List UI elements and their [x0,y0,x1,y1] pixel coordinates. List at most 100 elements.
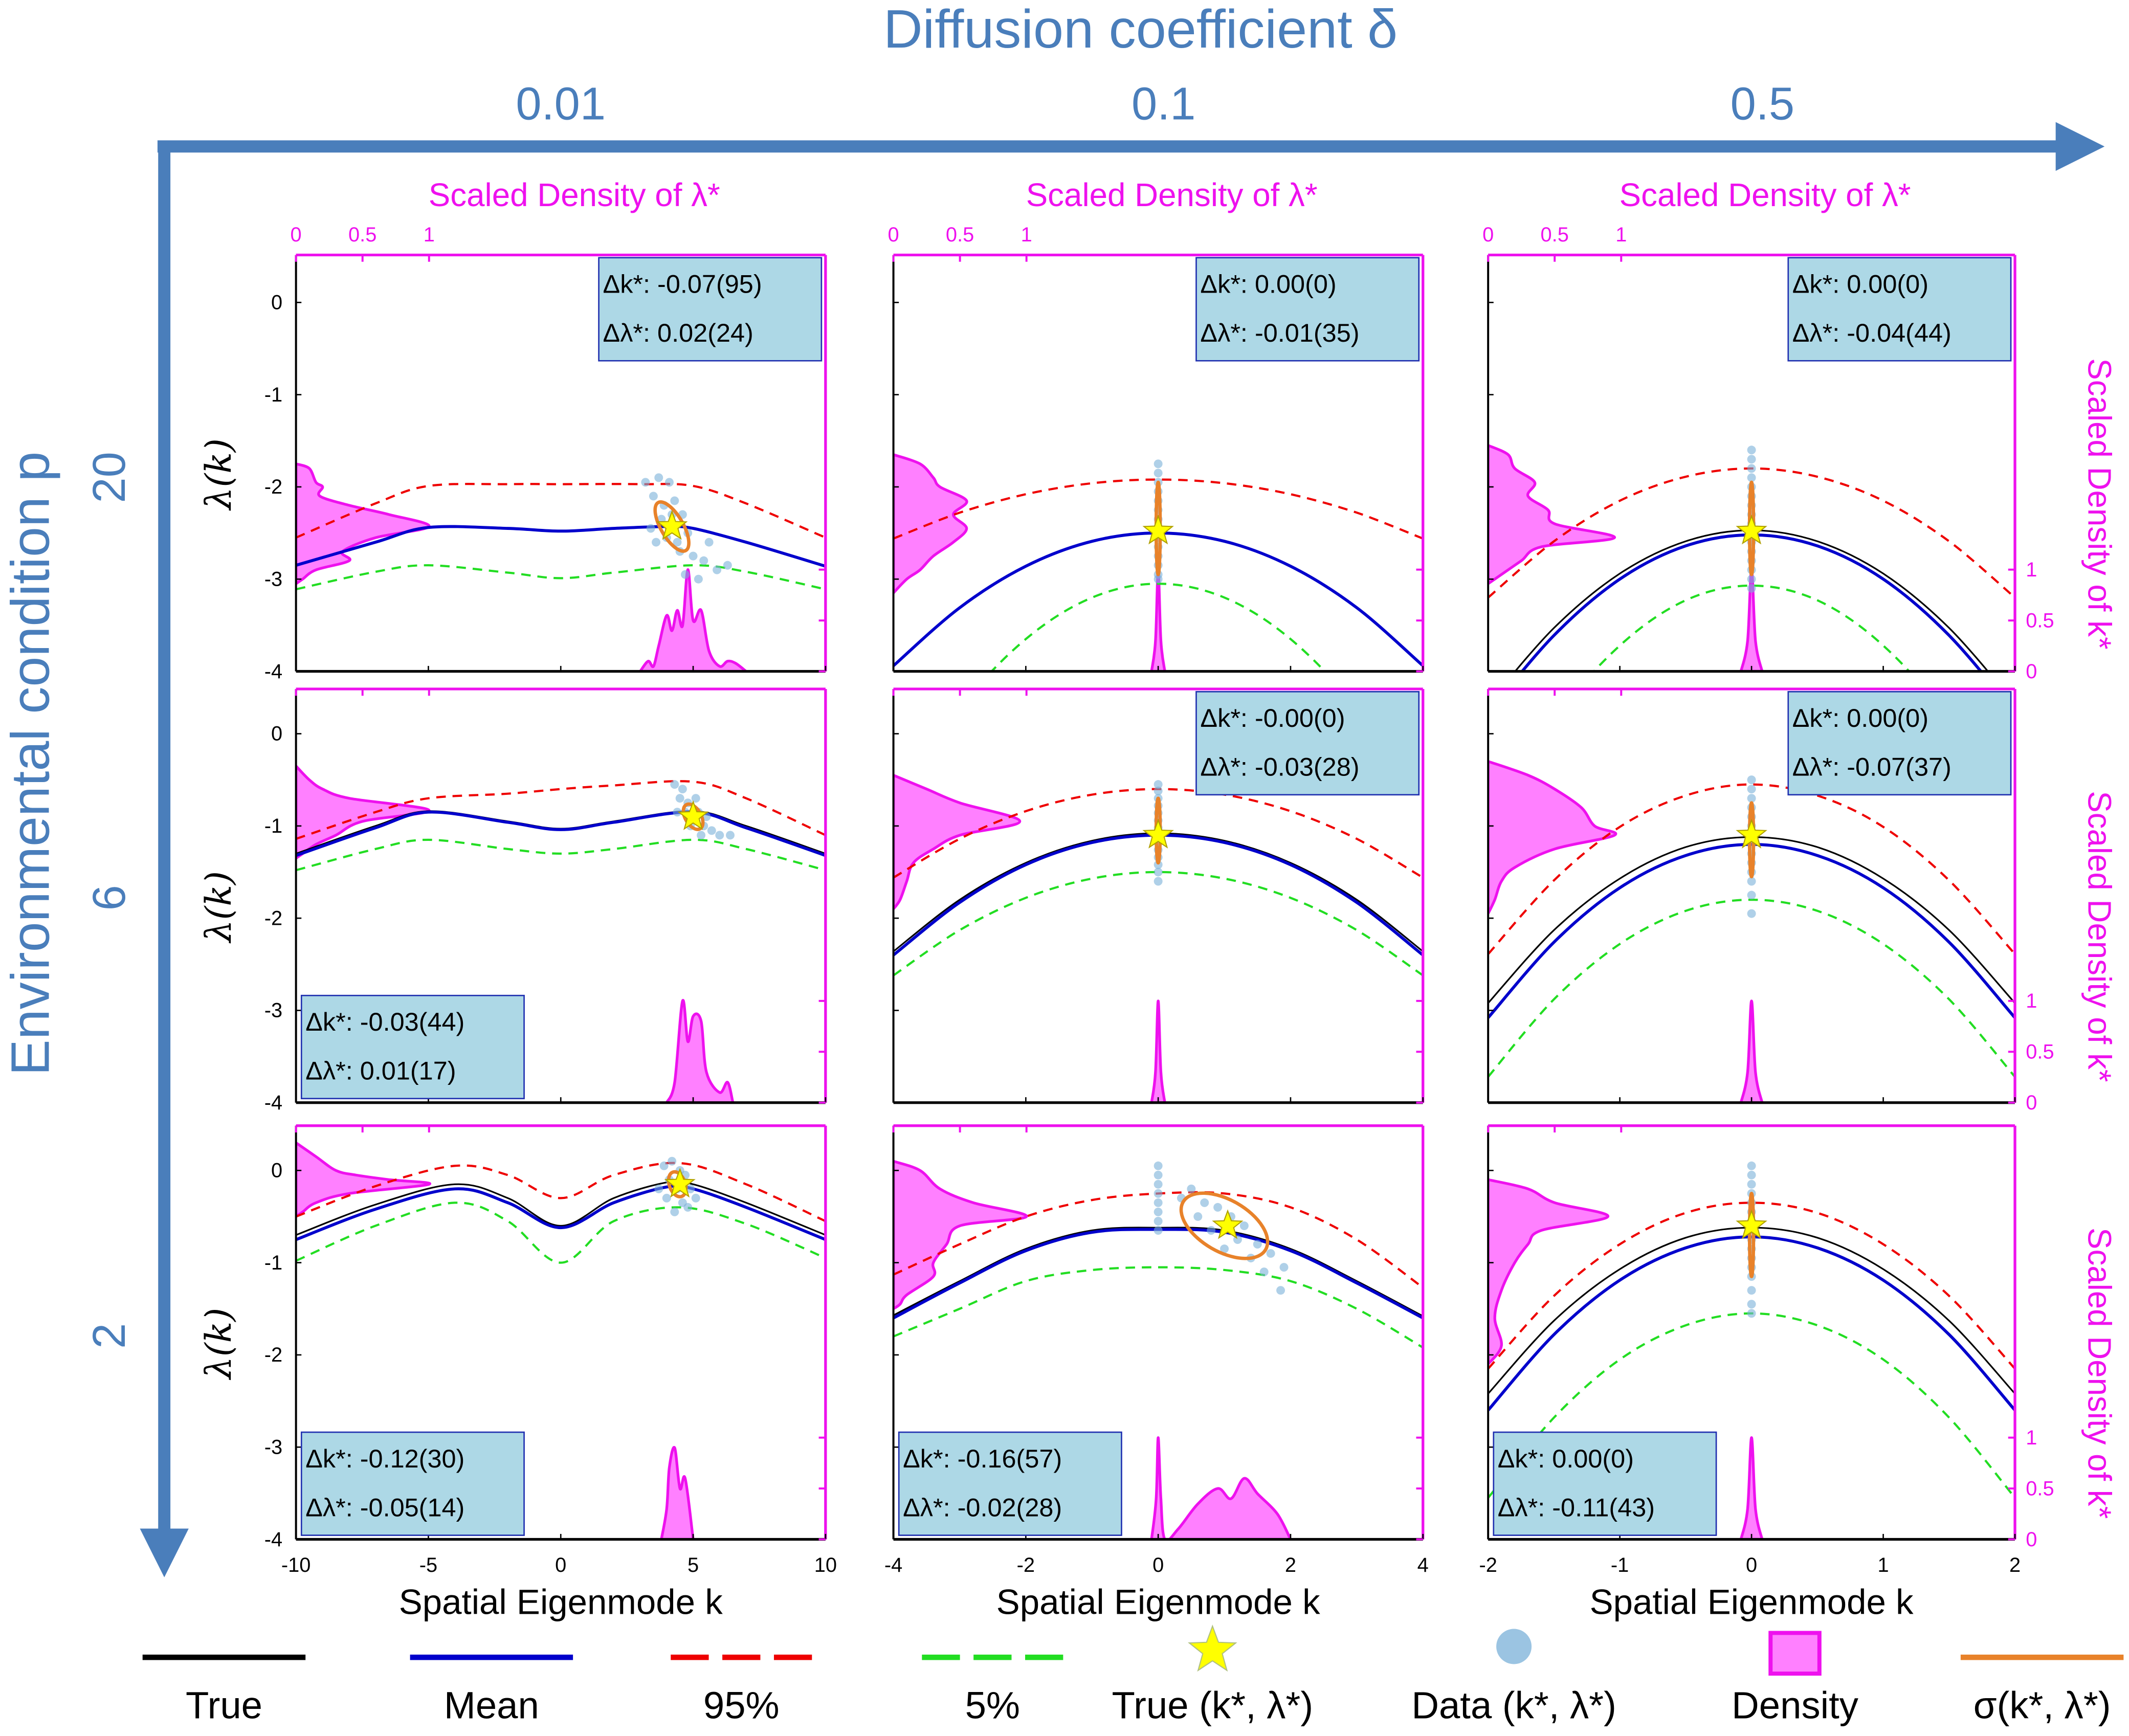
row-axis-title: Environmental condition p [1,452,61,1076]
y-tick-label: -3 [264,568,282,590]
data-point [1276,1286,1285,1295]
row-label-0: 20 [83,452,135,503]
panel-6-0.1: Δk*: -0.00(0) Δλ*: -0.03(28) [892,687,1425,1104]
p95-curve [1488,783,2015,955]
data-point [1154,860,1163,870]
y-tick-label: 0 [271,723,282,745]
k-density [665,998,735,1103]
panel-6-0.01: 0 -1 -2 -3 -4 λ(k) Δk*: -0.03(44) Δλ*: 0.01(17) [198,687,827,1114]
stats-box-background [1787,257,2012,362]
true-curve [296,1180,826,1236]
stats-box: Δk*: 0.00(0) Δλ*: -0.11(43) [1493,1431,1717,1536]
data-point [1747,785,1756,794]
data-point [1154,1179,1163,1189]
panel-2-0.01: 0 -1 -2 -3 -4 -10 -5 0 5 10 λ(k) Spatial Eigenmode … [198,1124,837,1621]
true-star-marker [664,1168,696,1198]
plot-area [893,1160,1423,1540]
top-density-tick-label: 0.5 [946,224,974,246]
data-point [646,524,655,533]
p5-curve [1488,898,2015,1078]
data-point [654,1184,663,1193]
data-point [715,831,724,840]
x-axis-label: Spatial Eigenmode k [996,1582,1320,1621]
top-density-tick-label: 0.5 [348,224,376,246]
data-point [1253,1240,1262,1249]
k-density [1150,1436,1292,1540]
lambda-density [893,773,1022,911]
data-point [1154,1216,1163,1226]
delta-k-text: Δk*: -0.00(0) [1200,703,1345,732]
data-point [1154,1226,1163,1235]
panel-2-0.1: -4 -2 0 2 4 Spatial Eigenmode k Δk*: -0.16(57)… [884,1124,1429,1621]
x-tick-label: -5 [419,1554,437,1576]
lambda-density [296,764,431,860]
true-star-marker [1736,1209,1767,1239]
delta-lambda-text: Δλ*: -0.03(28) [1200,752,1359,782]
data-point [668,1156,677,1166]
p5-curve [296,1201,826,1264]
k-density [1150,999,1166,1103]
p5-curve [296,838,826,872]
panel-grid: 0 -1 -2 -3 -4 0 0.5 1 Scaled Density of λ* λ(k) Δk… [198,177,2117,1621]
right-density-title: Scaled Density of k* [2081,1228,2117,1519]
legend-label: True [186,1684,262,1727]
data-point [1154,867,1163,877]
right-density-tick-label: 0.5 [2026,609,2054,632]
delta-lambda-text: Δλ*: -0.04(44) [1792,318,1951,347]
data-point [1154,1207,1163,1216]
data-point [707,826,716,835]
data-point [1259,1267,1269,1277]
data-point [662,1193,671,1203]
legend-label: σ(k*, λ*) [1973,1684,2111,1727]
p5-curve [893,871,1423,976]
p5-curve [893,1266,1423,1349]
panel-20-0.1: 0 0.5 1 Scaled Density of λ* Δk*: 0.00(0) Δλ*… [888,177,1425,673]
data-point [1747,891,1756,900]
legend-label: Data (k*, λ*) [1411,1684,1616,1727]
data-point [673,808,682,817]
delta-k-text: Δk*: 0.00(0) [1200,270,1336,299]
stats-box-background [300,994,525,1100]
data-point [652,538,661,547]
row-label-2: 2 [83,1323,135,1349]
y-tick-label: 0 [271,292,282,314]
x-tick-label: 2 [2009,1554,2021,1576]
lambda-density [1488,443,1616,586]
data-point [1747,909,1756,918]
data-point [1154,574,1163,584]
lambda-density [1488,1178,1609,1367]
y-axis-label: λ(k) [198,1308,239,1381]
delta-lambda-text: Δλ*: 0.01(17) [305,1056,456,1085]
x-tick-label: 0 [1746,1554,1757,1576]
top-density-tick-label: 0 [1482,224,1494,246]
data-point [1200,1198,1209,1207]
data-point [1747,1161,1756,1170]
data-point [673,538,682,547]
data-point [1154,786,1163,795]
delta-k-text: Δk*: 0.00(0) [1498,1444,1634,1473]
legend-item-true: True [142,1654,306,1727]
top-density-title: Scaled Density of λ* [1620,177,1911,213]
mean-curve [296,1184,826,1241]
true-star-marker [1212,1209,1244,1239]
mean-curve [296,525,826,568]
legend-item-data: Data (k*, λ*) [1411,1629,1616,1727]
plot-area [1488,760,2015,1103]
y-tick-label: -2 [264,476,282,498]
y-tick-label: -4 [264,1092,282,1114]
data-point [1154,1161,1163,1170]
right-density-tick-label: 0 [2026,1528,2037,1551]
lambda-density [893,1160,1028,1310]
stats-box-background [898,1431,1122,1536]
p5-curve [296,564,826,591]
data-point [670,496,679,505]
y-axis-label: λ(k) [198,438,239,511]
top-density-tick-label: 1 [1021,224,1032,246]
panel-20-0.01: 0 -1 -2 -3 -4 0 0.5 1 Scaled Density of λ* λ(k) Δk… [198,177,827,683]
data-point [686,1184,695,1193]
plot-area [1488,1161,2015,1540]
legend-density-icon [1768,1631,1822,1676]
right-density-title: Scaled Density of k* [2081,791,2117,1082]
row-label-1: 6 [83,885,135,910]
right-density-tick-label: 1 [2026,1427,2037,1449]
